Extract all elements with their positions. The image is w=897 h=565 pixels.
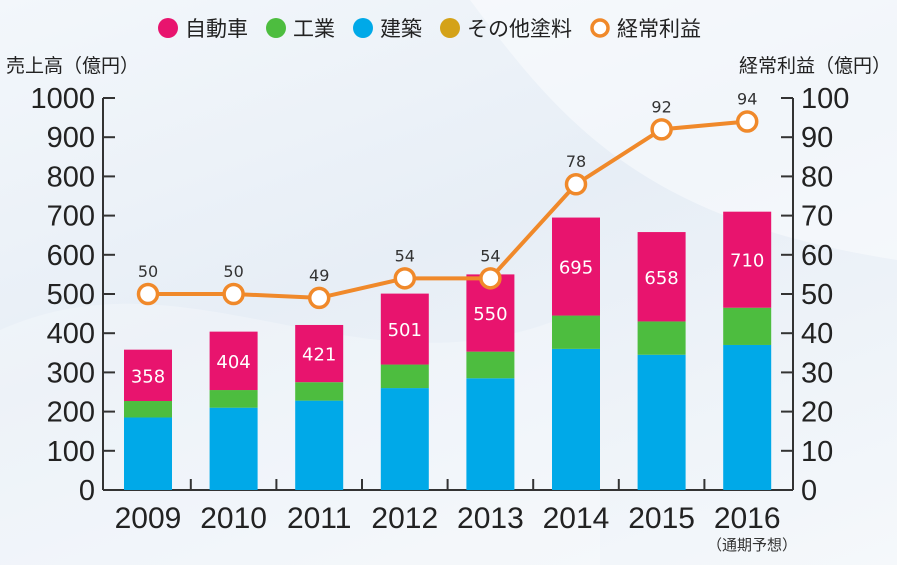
profit-value-label: 78 (566, 152, 586, 171)
bar-2009-自動車 (124, 349, 172, 402)
bar-2010-建築 (209, 407, 258, 490)
bar-total-label: 421 (302, 345, 336, 366)
profit-point (136, 282, 160, 306)
bar-total-label: 404 (216, 352, 250, 373)
right-tick-label: 0 (801, 475, 817, 507)
bar-2011-自動車 (295, 324, 344, 383)
bar-2013-工業 (466, 351, 515, 379)
legend-label-0: 自動車 (185, 17, 248, 41)
left-tick-label: 500 (47, 279, 95, 311)
right-axis-title: 経常利益（億円） (739, 55, 891, 77)
right-tick-label: 100 (801, 83, 849, 115)
left-tick-label: 600 (47, 240, 95, 272)
legend-marker-1 (266, 18, 286, 38)
bar-total-label: 501 (388, 320, 422, 341)
right-tick-label: 60 (801, 240, 833, 272)
bar-total-label: 358 (131, 366, 165, 387)
right-tick-label: 40 (801, 318, 833, 350)
right-tick-label: 70 (801, 201, 833, 233)
legend-label-2: 建築 (380, 17, 422, 41)
bar-2010-自動車 (209, 331, 258, 391)
bar-2016-自動車 (723, 211, 772, 308)
bar-2016-建築 (723, 344, 772, 490)
profit-point (307, 286, 331, 310)
bar-2010-工業 (209, 390, 258, 408)
bar-total-label: 658 (644, 268, 678, 289)
legend-label-4: 経常利益 (617, 17, 701, 41)
x-tick-label: 2013 (457, 502, 524, 535)
legend-label-1: 工業 (293, 17, 335, 41)
x-tick-label: 2012 (371, 502, 438, 535)
left-tick-label: 400 (47, 318, 95, 350)
profit-point (564, 172, 588, 196)
legend-label-3: その他塗料 (467, 17, 572, 41)
profit-point (650, 118, 673, 141)
x-axis-labels: 2009 2010 2011 2012 2013 2014 2015 2016 (115, 502, 781, 535)
left-tick-label: 100 (47, 436, 95, 468)
bar-2014-自動車 (552, 217, 600, 316)
profit-point (393, 267, 417, 290)
bar-total-label: 710 (730, 251, 764, 272)
bar-2012-工業 (380, 364, 429, 389)
profit-value-label: 54 (395, 246, 415, 265)
legend-marker-4 (590, 18, 610, 38)
background-swoosh (470, 0, 897, 260)
profit-value-label: 50 (138, 262, 158, 281)
bar-2012-建築 (380, 388, 429, 490)
x-tick-label: 2010 (200, 502, 267, 535)
left-tick-label: 700 (47, 201, 95, 233)
profit-line: 50 50 49 54 54 78 92 94 (136, 90, 759, 310)
x-tick-label: 2015 (628, 502, 695, 535)
legend: 自動車 工業 建築 その他塗料 経常利益 (158, 17, 701, 41)
bar-2014-建築 (552, 348, 600, 490)
bar-2012-自動車 (380, 293, 429, 365)
bar-total-label: 695 (559, 258, 593, 279)
bar-2015-建築 (637, 354, 686, 490)
right-tick-label: 50 (801, 279, 833, 311)
bars: 358 404 421 501 550 695 658 710 (124, 211, 772, 490)
left-tick-label: 300 (47, 357, 95, 389)
bar-2011-建築 (295, 400, 344, 490)
profit-value-label: 54 (480, 246, 500, 265)
profit-value-label: 50 (223, 262, 243, 281)
left-tick-label: 200 (47, 397, 95, 429)
right-tick-label: 10 (801, 436, 833, 468)
left-tick-label: 800 (47, 161, 95, 193)
left-axis-title: 売上高（億円） (6, 55, 139, 77)
bar-2016-工業 (723, 307, 772, 345)
legend-marker-2 (353, 18, 373, 38)
bar-total-label: 550 (473, 304, 507, 325)
bar-2015-自動車 (637, 232, 686, 322)
x-tick-label: 2011 (287, 502, 352, 535)
right-tick-label: 20 (801, 397, 833, 429)
right-tick-label: 80 (801, 161, 833, 193)
forecast-note: （通期予想） (707, 536, 797, 554)
legend-marker-3 (440, 18, 460, 38)
profit-point (479, 267, 502, 290)
profit-point (222, 282, 245, 306)
x-tick-label: 2016 (714, 502, 781, 535)
x-tick-label: 2014 (543, 502, 610, 535)
profit-value-label: 94 (737, 90, 757, 109)
bar-2009-建築 (124, 417, 172, 490)
bar-2015-工業 (637, 321, 686, 355)
left-tick-label: 900 (47, 122, 95, 154)
profit-value-label: 92 (651, 97, 671, 116)
profit-line-path (148, 119, 748, 300)
x-tick-label: 2009 (115, 502, 182, 535)
bar-2014-工業 (552, 315, 600, 349)
profit-point (735, 110, 759, 133)
legend-marker-0 (158, 18, 178, 38)
bar-2009-工業 (124, 401, 172, 418)
bar-2011-工業 (295, 382, 344, 401)
left-tick-label: 0 (79, 475, 95, 507)
profit-value-label: 49 (309, 266, 329, 285)
bar-2013-建築 (466, 378, 515, 490)
right-tick-label: 90 (801, 122, 833, 154)
right-tick-label: 30 (801, 357, 833, 389)
left-tick-label: 1000 (30, 83, 95, 115)
